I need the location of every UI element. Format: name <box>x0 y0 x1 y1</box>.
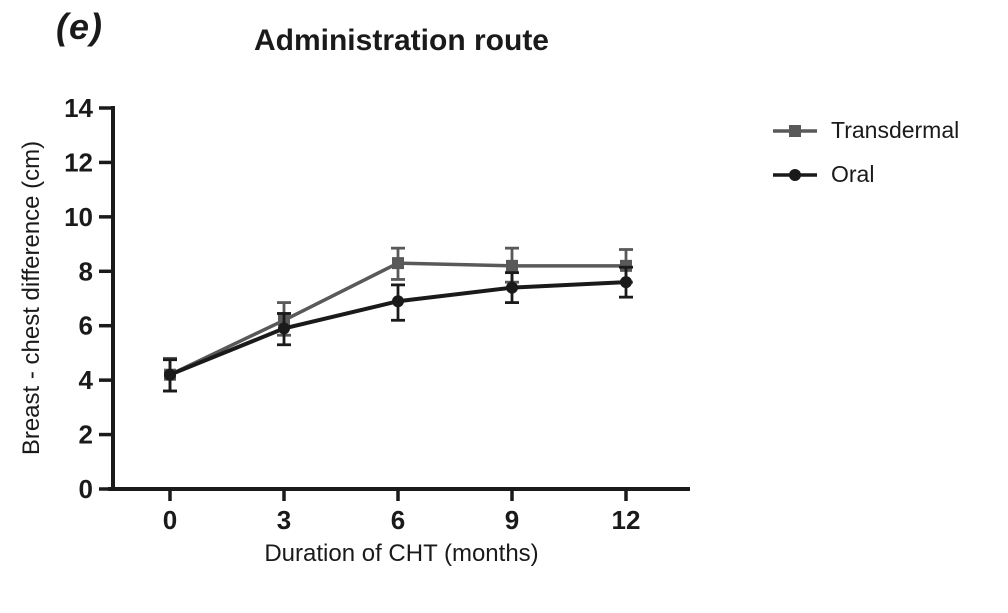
y-axis-title: Breast - chest difference (cm) <box>18 140 45 456</box>
y-tick-label: 14 <box>64 93 93 123</box>
y-tick-label: 0 <box>79 474 93 504</box>
data-point-oral <box>392 295 404 308</box>
x-tick-label: 0 <box>163 505 177 535</box>
y-tick-label: 4 <box>79 365 94 395</box>
legend-label-oral: Oral <box>831 161 875 187</box>
x-axis-title: Duration of CHT (months) <box>264 540 539 567</box>
data-point-transdermal <box>392 257 404 270</box>
x-tick-label: 6 <box>391 505 405 535</box>
y-tick-label: 6 <box>79 311 93 341</box>
data-point-oral <box>506 281 518 294</box>
y-tick-label: 8 <box>79 256 93 286</box>
legend-item-oral: Oral <box>772 161 959 188</box>
legend-label-transdermal: Transdermal <box>831 117 960 143</box>
chart-title: Administration route <box>253 24 549 57</box>
data-point-transdermal <box>506 259 518 272</box>
oral-marker-icon <box>773 168 817 181</box>
legend-item-transdermal: Transdermal <box>772 117 959 144</box>
x-tick-label: 3 <box>277 505 291 535</box>
y-tick-label: 10 <box>64 202 93 232</box>
data-point-oral <box>620 276 632 289</box>
y-tick-label: 12 <box>64 147 93 177</box>
panel-label: (e) <box>56 6 103 47</box>
chart-legend: Transdermal Oral <box>772 117 959 188</box>
x-tick-label: 12 <box>612 505 641 535</box>
data-point-oral <box>278 322 290 335</box>
transdermal-marker-icon <box>773 124 817 137</box>
y-tick-label: 2 <box>79 420 93 450</box>
data-point-oral <box>164 368 176 381</box>
x-tick-label: 9 <box>505 505 519 535</box>
